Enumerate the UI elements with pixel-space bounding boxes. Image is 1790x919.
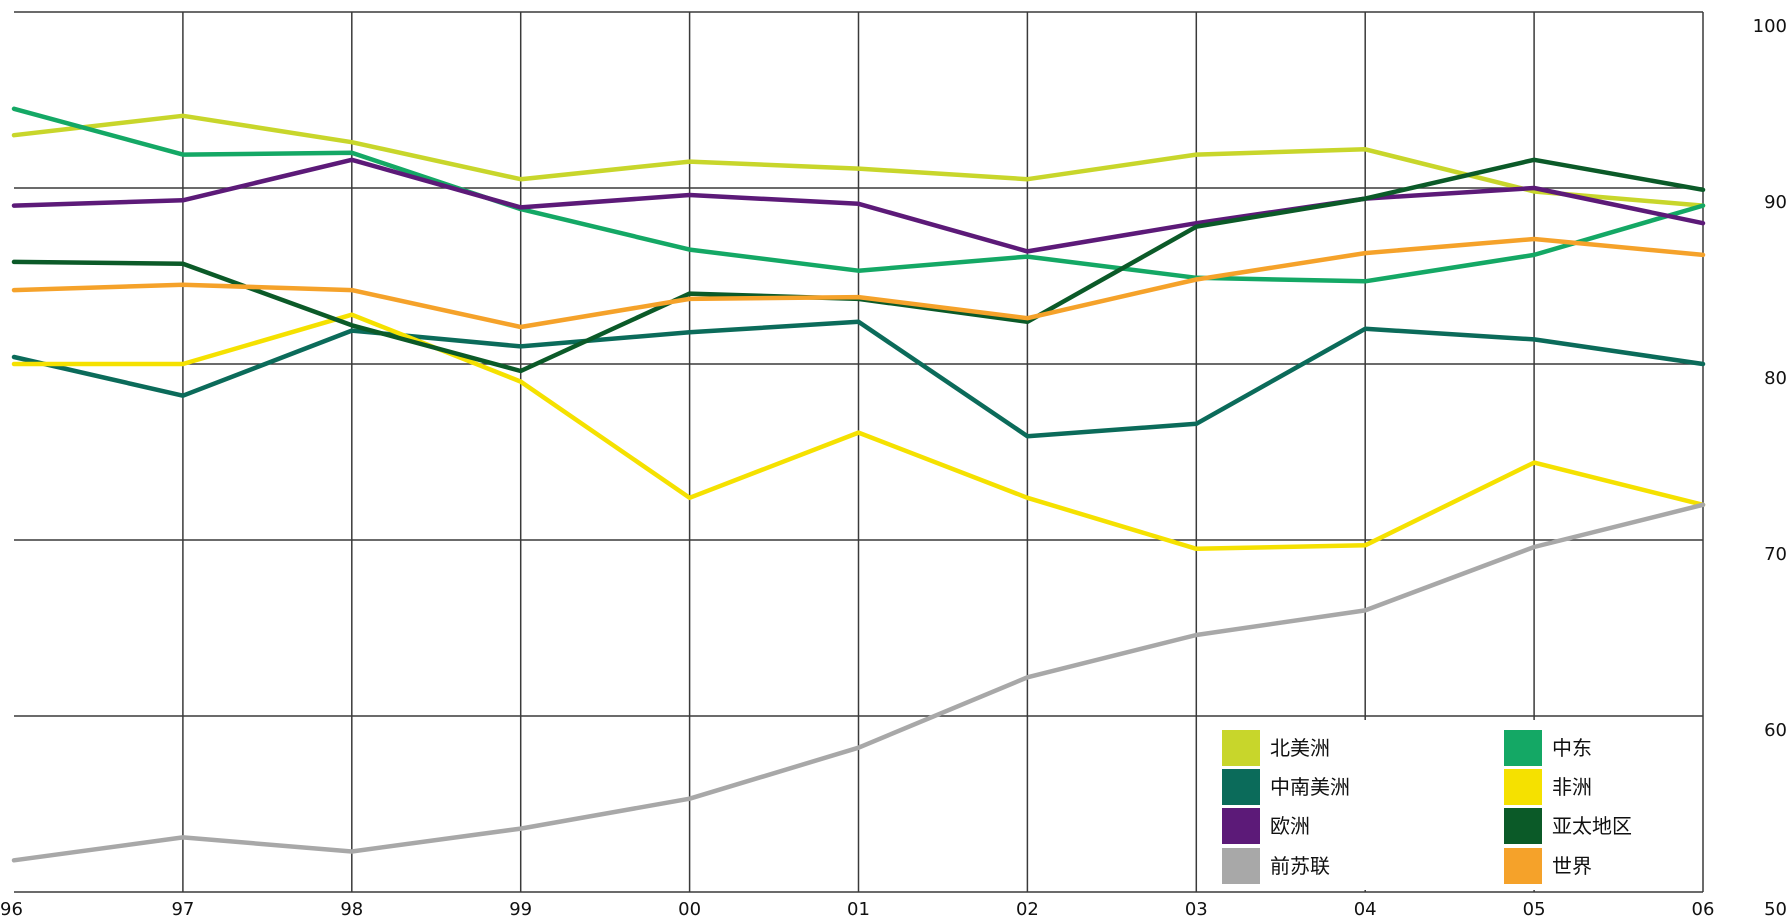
y-tick-label: 60 — [1764, 720, 1787, 741]
x-tick-label: 00 — [678, 899, 701, 919]
x-tick-label: 01 — [847, 899, 870, 919]
legend-label: 北美洲 — [1270, 736, 1330, 760]
series-line — [11, 312, 1706, 552]
x-tick-label: 05 — [1523, 899, 1546, 919]
legend-swatch — [1504, 730, 1542, 766]
legend-label: 中东 — [1552, 736, 1592, 760]
y-tick-label: 70 — [1764, 544, 1787, 565]
legend-swatch — [1504, 808, 1542, 844]
x-axis-ticks: 96 97 98 99 00 01 02 03 04 05 06 — [0, 899, 1714, 919]
legend-label: 中南美洲 — [1270, 775, 1350, 799]
x-tick-label: 97 — [171, 899, 194, 919]
legend-swatch — [1222, 808, 1260, 844]
y-axis-ticks: 50 60 70 80 90 100 — [1753, 16, 1787, 919]
x-tick-label: 03 — [1185, 899, 1208, 919]
legend-swatch — [1222, 730, 1260, 766]
legend-swatch — [1504, 769, 1542, 805]
x-tick-label: 98 — [340, 899, 363, 919]
x-tick-label: 02 — [1016, 899, 1039, 919]
series-line — [11, 236, 1706, 330]
legend-label: 前苏联 — [1270, 854, 1330, 878]
series-line — [11, 157, 1706, 254]
legend-swatch — [1504, 848, 1542, 884]
y-tick-label: 80 — [1764, 368, 1787, 389]
series-line — [11, 106, 1706, 284]
x-tick-label: 04 — [1354, 899, 1377, 919]
legend-label: 非洲 — [1552, 775, 1592, 799]
series-line — [11, 502, 1706, 863]
legend-label: 亚太地区 — [1552, 814, 1632, 838]
y-tick-label: 100 — [1753, 16, 1787, 37]
series-line — [11, 319, 1706, 439]
legend-swatch — [1222, 769, 1260, 805]
legend-label: 世界 — [1552, 854, 1592, 878]
series-lines — [11, 106, 1706, 863]
x-tick-label: 96 — [0, 899, 23, 919]
legend-background — [1208, 720, 1698, 890]
x-tick-label: 99 — [509, 899, 532, 919]
x-tick-label: 06 — [1692, 899, 1715, 919]
series-line — [11, 113, 1706, 208]
legend-swatch — [1222, 848, 1260, 884]
y-tick-label: 50 — [1764, 899, 1787, 919]
legend-label: 欧洲 — [1270, 814, 1310, 838]
y-tick-label: 90 — [1764, 192, 1787, 213]
